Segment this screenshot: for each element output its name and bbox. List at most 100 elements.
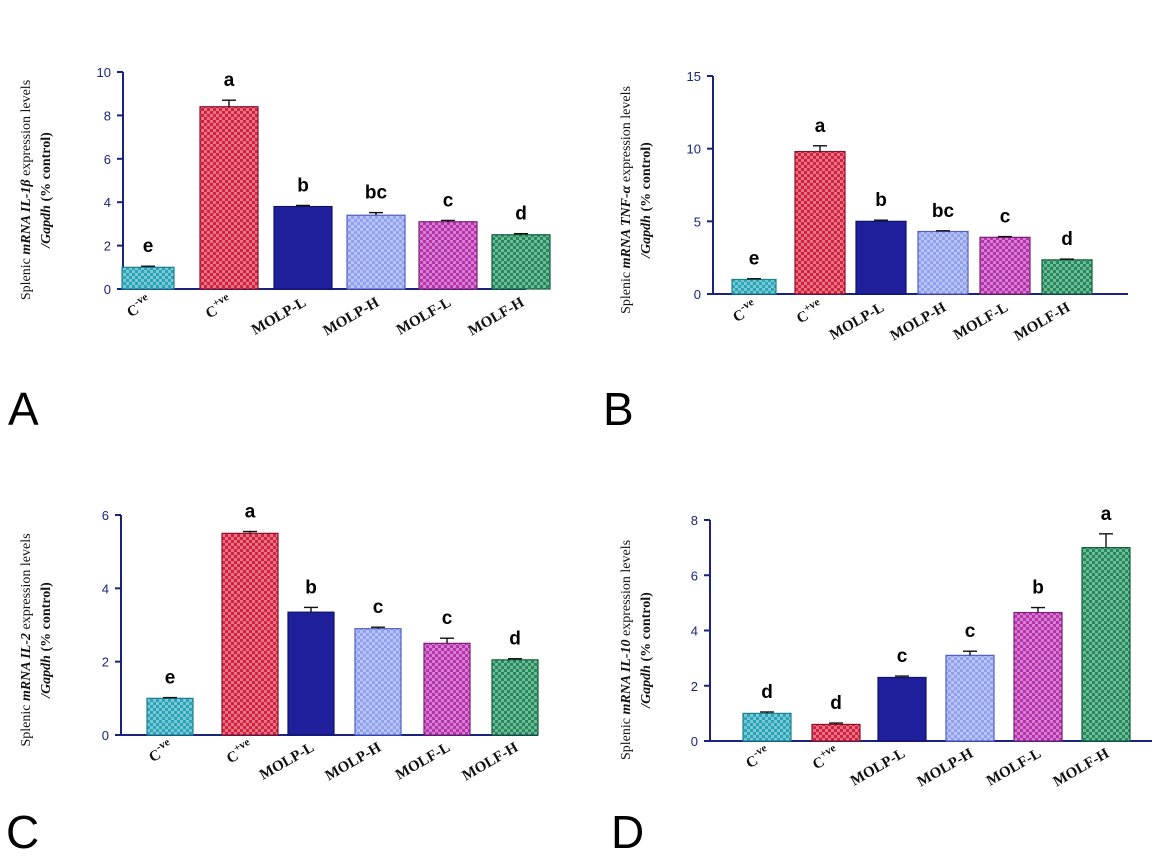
panel-D: D 0 2 4 6 8 d C-ve d C+ve c MOLP-L c MOLP-H b MOLF-L a MO… <box>611 504 1152 856</box>
significance-label: b <box>1032 578 1044 599</box>
x-tick-label: MOLP-H <box>915 745 977 790</box>
bar-c-ve <box>742 712 792 742</box>
significance-label: e <box>165 668 176 689</box>
y-tick-label: 10 <box>97 65 111 80</box>
panel-C: C 0 2 4 6 e C-ve a C+ve b MOLP-L c MOLP-H c MOLF-L d MOL… <box>6 502 539 856</box>
significance-label: d <box>761 682 773 703</box>
svg-text:Splenic mRNA IL-10 expression: Splenic mRNA IL-10 expression levels <box>619 540 634 760</box>
svg-text:/Gapdh (% control): /Gapdh (% control) <box>639 142 654 259</box>
svg-text:Splenic mRNA IL-1β expression: Splenic mRNA IL-1β expression levels <box>19 80 34 300</box>
bar-c-ve <box>221 532 279 736</box>
y-axis-label: Splenic mRNA IL-2 expression levels/Gapd… <box>19 533 54 746</box>
significance-label: b <box>875 190 887 211</box>
y-tick-label: 5 <box>694 214 701 229</box>
panel-letter: C <box>6 806 39 856</box>
bar-molf-h <box>491 234 551 290</box>
y-tick-label: 8 <box>691 513 698 528</box>
significance-label: e <box>749 249 760 270</box>
significance-label: d <box>830 693 842 714</box>
bar-molp-l <box>855 220 907 295</box>
bar-molf-l <box>1013 611 1063 742</box>
bar-molf-h <box>1081 547 1131 742</box>
x-tick-label: MOLF-L <box>394 295 454 339</box>
x-tick-label: MOLF-L <box>393 740 453 784</box>
x-tick-label: C-ve <box>728 296 760 326</box>
x-tick-label: C-ve <box>144 736 176 766</box>
y-tick-label: 15 <box>687 69 701 84</box>
bar-c-ve <box>794 150 846 295</box>
bar-molp-l <box>877 676 927 742</box>
panel-letter: A <box>8 383 39 435</box>
y-tick-label: 2 <box>104 239 111 254</box>
bar-molf-l <box>418 221 478 290</box>
significance-label: c <box>442 608 453 629</box>
y-tick-label: 4 <box>102 581 109 596</box>
bar-molp-l <box>287 611 335 736</box>
significance-label: c <box>897 646 908 667</box>
bar-molf-l <box>423 642 471 736</box>
bar-molf-h <box>491 659 539 736</box>
x-tick-label: MOLP-H <box>888 299 950 344</box>
y-tick-label: 6 <box>691 568 698 583</box>
x-tick-label: MOLP-L <box>249 295 309 339</box>
y-tick-label: 6 <box>102 508 109 523</box>
y-axis-label: Splenic mRNA IL-1β expression levels/Gap… <box>19 80 54 300</box>
x-tick-label: C+ve <box>792 296 826 327</box>
significance-label: d <box>1061 229 1073 250</box>
bar-c-ve <box>811 723 861 742</box>
significance-label: bc <box>365 183 388 204</box>
x-tick-label: MOLP-L <box>848 746 908 790</box>
bar-c-ve <box>121 266 175 290</box>
panel-B: B 0 5 10 15 e C-ve a C+ve b MOLP-L bc MOLP-H c MOLF-L d… <box>603 69 1128 435</box>
x-tick-label: MOLF-H <box>1051 745 1113 790</box>
y-tick-label: 2 <box>102 655 109 670</box>
y-tick-label: 4 <box>691 624 698 639</box>
y-tick-label: 0 <box>691 734 698 749</box>
significance-label: e <box>143 236 154 257</box>
x-tick-label: MOLP-L <box>257 740 317 784</box>
svg-text:Splenic mRNA IL-2 expression l: Splenic mRNA IL-2 expression levels <box>19 533 34 746</box>
panel-A: A 0 2 4 6 8 10 e C-ve a C+ve b MOLP-L bc MOLP-H c MOLF-L… <box>8 65 551 435</box>
y-tick-label: 10 <box>687 142 701 157</box>
significance-label: c <box>373 597 384 618</box>
bar-molf-l <box>979 236 1031 295</box>
svg-text:/Gapdh (% control): /Gapdh (% control) <box>39 132 54 249</box>
y-tick-label: 8 <box>104 108 111 123</box>
panel-letter: B <box>603 383 634 435</box>
x-tick-label: C+ve <box>808 742 842 773</box>
x-tick-label: MOLF-L <box>984 746 1044 790</box>
x-tick-label: MOLF-L <box>951 300 1011 344</box>
bar-c-ve <box>146 697 194 736</box>
bar-molp-h <box>354 628 402 736</box>
x-tick-label: C+ve <box>222 736 256 767</box>
bar-c-ve <box>731 278 777 295</box>
y-tick-label: 0 <box>104 282 111 297</box>
x-tick-label: C+ve <box>201 291 235 322</box>
bar-molp-h <box>346 214 406 290</box>
x-tick-label: C-ve <box>122 291 154 321</box>
significance-label: c <box>1000 207 1011 228</box>
significance-label: c <box>443 190 454 211</box>
y-tick-label: 0 <box>694 287 701 302</box>
bar-molf-h <box>1041 259 1093 295</box>
significance-label: d <box>509 629 521 650</box>
x-tick-label: MOLF-H <box>466 294 528 339</box>
significance-label: d <box>515 204 527 225</box>
x-tick-label: C-ve <box>741 742 773 772</box>
y-axis-label: Splenic mRNA TNF-α expression levels/Gap… <box>619 86 654 314</box>
y-tick-label: 6 <box>104 152 111 167</box>
significance-label: b <box>305 577 317 598</box>
x-tick-label: MOLP-H <box>323 739 385 784</box>
svg-text:/Gapdh (% control): /Gapdh (% control) <box>39 582 54 699</box>
bar-c-ve <box>199 106 259 290</box>
svg-text:/Gapdh (% control): /Gapdh (% control) <box>639 592 654 709</box>
bar-molp-l <box>273 205 333 290</box>
panel-letter: D <box>611 806 644 856</box>
y-tick-label: 0 <box>102 728 109 743</box>
y-tick-label: 4 <box>104 195 111 210</box>
significance-label: a <box>1101 504 1112 525</box>
x-tick-label: MOLP-H <box>321 294 383 339</box>
significance-label: a <box>815 116 826 137</box>
significance-label: a <box>224 70 235 91</box>
